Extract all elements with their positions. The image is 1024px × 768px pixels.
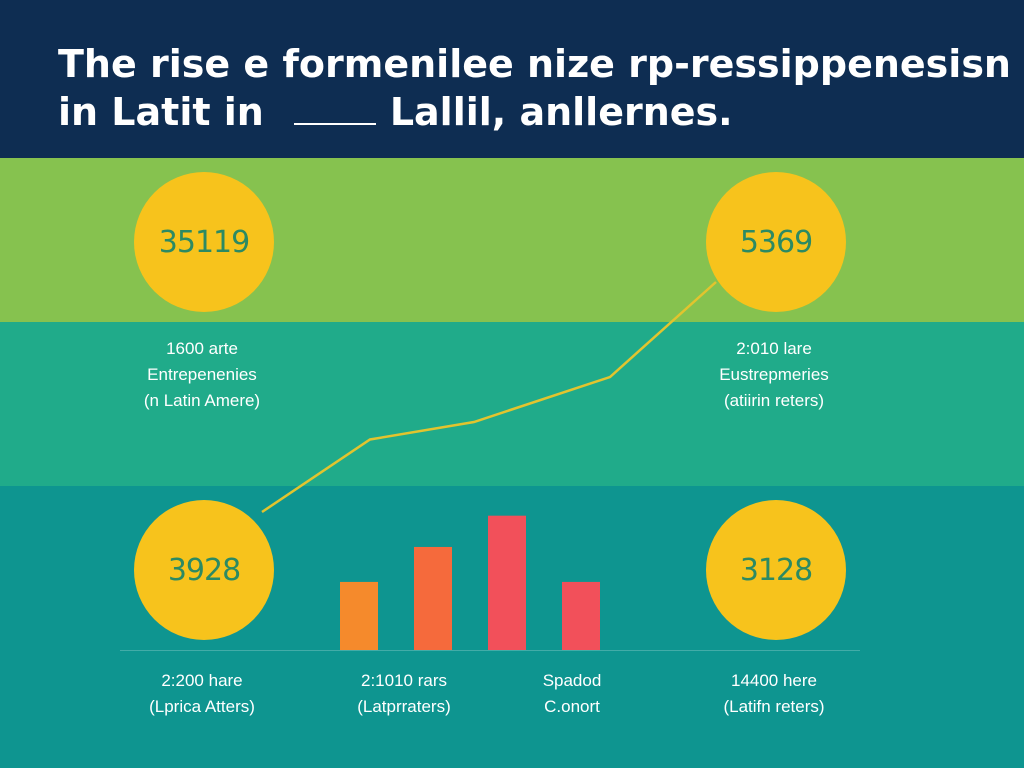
caption-bottom-mid-left: 2:1010 rars (Latprraters) — [294, 668, 514, 720]
caption-bottom-left: 2:200 hare (Lprica Atters) — [92, 668, 312, 720]
title-line-2b: Lallil, anllernes. — [389, 90, 733, 134]
caption-line: (n Latin Amere) — [143, 391, 261, 410]
stat-circle-top-right: 5369 — [706, 172, 846, 312]
caption-line: Entrepenenies — [147, 365, 257, 384]
trend-line — [261, 281, 717, 514]
title-line-1: The rise e formenilee nize rp-ressippene… — [58, 42, 1011, 86]
caption-line: 14400 here — [730, 671, 818, 690]
bar-group — [340, 515, 600, 650]
title-blank — [293, 101, 376, 125]
caption-line: (Latprraters) — [357, 697, 451, 716]
page-title: The rise e formenilee nize rp-ressippene… — [58, 40, 1011, 136]
caption-top-right: 2:010 lare Eustrepmeries (atiirin reters… — [664, 336, 884, 414]
caption-line: Eustrepmeries — [719, 365, 829, 384]
caption-line: (Lprica Atters) — [149, 697, 255, 716]
baseline-divider — [120, 650, 860, 651]
header-band — [0, 0, 1024, 158]
teal-band — [0, 322, 1024, 486]
title-line-2a: in Latit in — [58, 90, 264, 134]
bar-3 — [488, 515, 526, 650]
stat-circle-top-left: 35119 — [134, 172, 274, 312]
stat-circle-bottom-right: 3128 — [706, 500, 846, 640]
caption-top-left: 1600 arte Entrepenenies (n Latin Amere) — [92, 336, 312, 414]
caption-bottom-right: 14400 here (Latifn reters) — [664, 668, 884, 720]
caption-line: Spadod — [542, 671, 602, 690]
bar-1 — [340, 581, 378, 650]
caption-line: 2:010 lare — [736, 339, 812, 358]
caption-line: 2:1010 rars — [361, 671, 447, 690]
caption-line: (Latifn reters) — [723, 697, 825, 716]
caption-line: (atiirin reters) — [723, 391, 825, 410]
bar-2 — [414, 546, 452, 650]
caption-line: 2:200 hare — [161, 671, 243, 690]
caption-line: C.onort — [544, 697, 600, 716]
caption-line: 1600 arte — [166, 339, 238, 358]
caption-bottom-mid-right: Spadod C.onort — [462, 668, 682, 720]
bar-4 — [562, 581, 600, 650]
title-line-2: in Latit in Lallil, anllernes. — [58, 88, 998, 136]
stat-circle-bottom-left: 3928 — [134, 500, 274, 640]
